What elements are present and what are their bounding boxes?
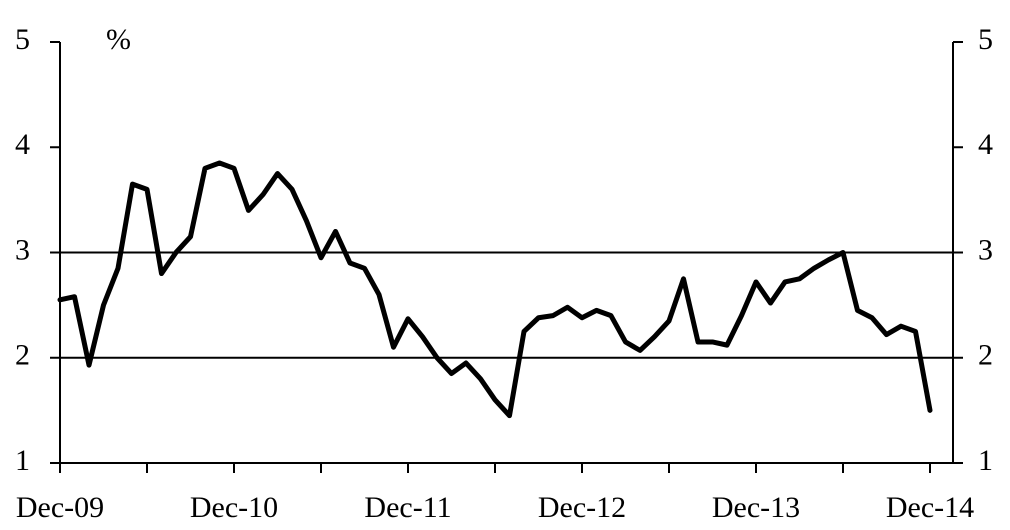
x-tick-label: Dec-11 [364, 491, 451, 524]
y-tick-label: 4 [15, 128, 30, 161]
y-tick-label: 3 [15, 233, 30, 266]
x-tick-label: Dec-10 [190, 491, 278, 524]
y2-tick-label: 2 [978, 339, 993, 372]
x-tick-label: Dec-09 [16, 491, 104, 524]
y2-tick-label: 5 [978, 23, 993, 56]
y-tick-label: 5 [15, 23, 30, 56]
x-tick-label: Dec-12 [538, 491, 626, 524]
y2-tick-label: 3 [978, 233, 993, 266]
data-line [57, 160, 933, 419]
x-tick-label: Dec-13 [712, 491, 800, 524]
y-axis-label: % [106, 23, 131, 56]
y2-tick-label: 4 [978, 128, 993, 161]
y2-tick-label: 1 [978, 444, 993, 477]
y-tick-label: 1 [15, 444, 30, 477]
x-tick-label: Dec-14 [886, 491, 974, 524]
y-tick-label: 2 [15, 339, 30, 372]
